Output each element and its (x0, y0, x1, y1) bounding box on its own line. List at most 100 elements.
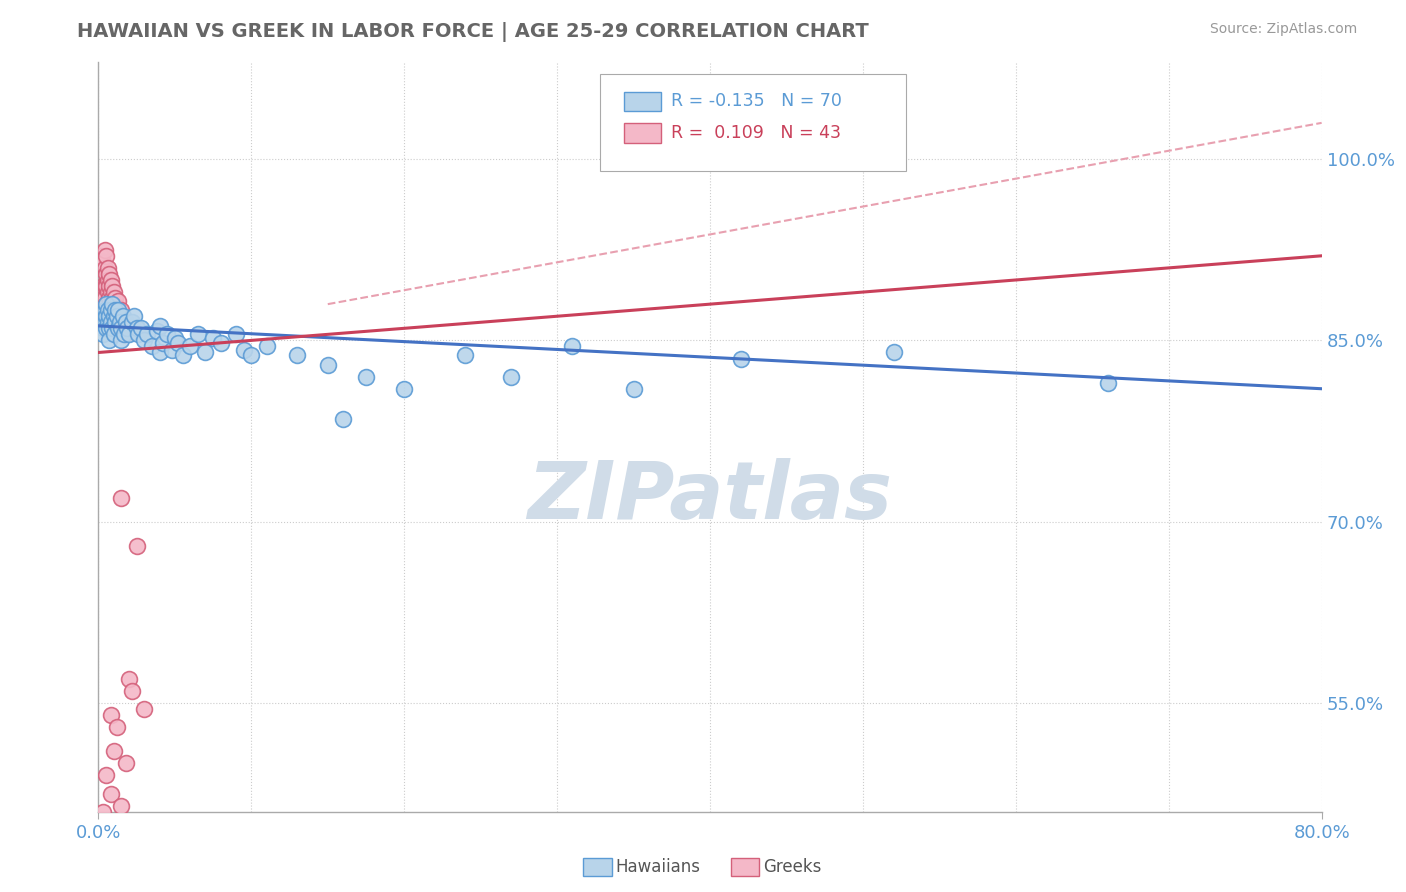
Text: Hawaiians: Hawaiians (616, 858, 700, 876)
Point (97, 260, 120, 275)
Point (100, 273, 122, 287)
Point (194, 345, 217, 359)
Point (100, 708, 122, 723)
Point (112, 315, 135, 329)
Text: R =  0.109   N = 43: R = 0.109 N = 43 (671, 124, 841, 142)
Point (187, 327, 209, 342)
Point (118, 327, 141, 342)
Point (103, 285, 125, 299)
Point (94, 768, 117, 782)
Bar (624, 92, 661, 112)
Point (149, 345, 172, 359)
Point (392, 382, 416, 396)
Point (91, 297, 114, 311)
Point (105, 310, 128, 324)
Point (115, 315, 138, 329)
Point (110, 303, 132, 318)
Point (112, 327, 135, 342)
Point (136, 327, 159, 342)
Point (105, 720, 128, 734)
Point (91, 255, 114, 269)
Point (110, 491, 132, 505)
Point (90, 249, 112, 263)
FancyBboxPatch shape (600, 74, 905, 171)
Point (98, 279, 121, 293)
Point (121, 315, 143, 329)
Point (108, 315, 131, 329)
Point (104, 303, 127, 318)
Point (91, 327, 114, 342)
Point (152, 335, 174, 350)
Point (160, 343, 183, 357)
Point (94, 267, 117, 281)
Point (97, 303, 120, 318)
Point (93, 291, 115, 305)
Point (103, 327, 125, 342)
Text: ZIPatlas: ZIPatlas (527, 458, 893, 536)
Point (94, 297, 117, 311)
Point (332, 412, 354, 426)
Point (94, 297, 117, 311)
Point (93, 279, 115, 293)
Point (100, 303, 122, 318)
Text: R = -0.135   N = 70: R = -0.135 N = 70 (671, 93, 842, 111)
Point (179, 339, 201, 353)
Point (149, 318, 172, 333)
Text: Greeks: Greeks (763, 858, 823, 876)
Point (561, 339, 583, 353)
Point (316, 358, 339, 372)
Point (101, 297, 124, 311)
Point (97, 315, 120, 329)
Point (883, 345, 905, 359)
Point (103, 744, 125, 758)
Point (110, 798, 132, 813)
Point (110, 334, 132, 348)
Point (103, 297, 125, 311)
Point (104, 315, 127, 329)
Point (145, 324, 167, 338)
Point (117, 321, 139, 335)
Point (107, 321, 129, 335)
Point (101, 291, 124, 305)
Point (125, 321, 148, 335)
Point (98, 321, 121, 335)
Point (93, 303, 115, 318)
Point (91, 321, 114, 335)
Point (103, 310, 125, 324)
Point (101, 321, 124, 335)
Point (225, 327, 247, 342)
Point (256, 339, 278, 353)
Point (100, 285, 122, 299)
Point (93, 315, 115, 329)
Point (115, 327, 138, 342)
Point (93, 243, 115, 257)
Point (111, 310, 134, 324)
Point (94, 249, 117, 263)
Point (97, 285, 120, 299)
Point (122, 310, 145, 324)
Point (91, 805, 114, 819)
Point (156, 327, 179, 342)
Point (90, 310, 112, 324)
Point (94, 310, 117, 324)
Point (730, 351, 752, 366)
Point (107, 303, 129, 318)
Point (93, 260, 115, 275)
Point (232, 343, 254, 357)
Point (104, 291, 127, 305)
Point (172, 348, 194, 362)
Point (110, 321, 132, 335)
Point (129, 321, 152, 335)
Point (101, 279, 124, 293)
Point (623, 382, 645, 396)
Bar (624, 123, 661, 143)
Point (115, 756, 138, 771)
Point (240, 348, 263, 362)
Point (94, 279, 117, 293)
Point (98, 267, 121, 281)
Text: Source: ZipAtlas.com: Source: ZipAtlas.com (1209, 22, 1357, 37)
Point (121, 684, 143, 698)
Point (118, 672, 141, 686)
Point (125, 539, 148, 553)
Point (105, 300, 128, 314)
